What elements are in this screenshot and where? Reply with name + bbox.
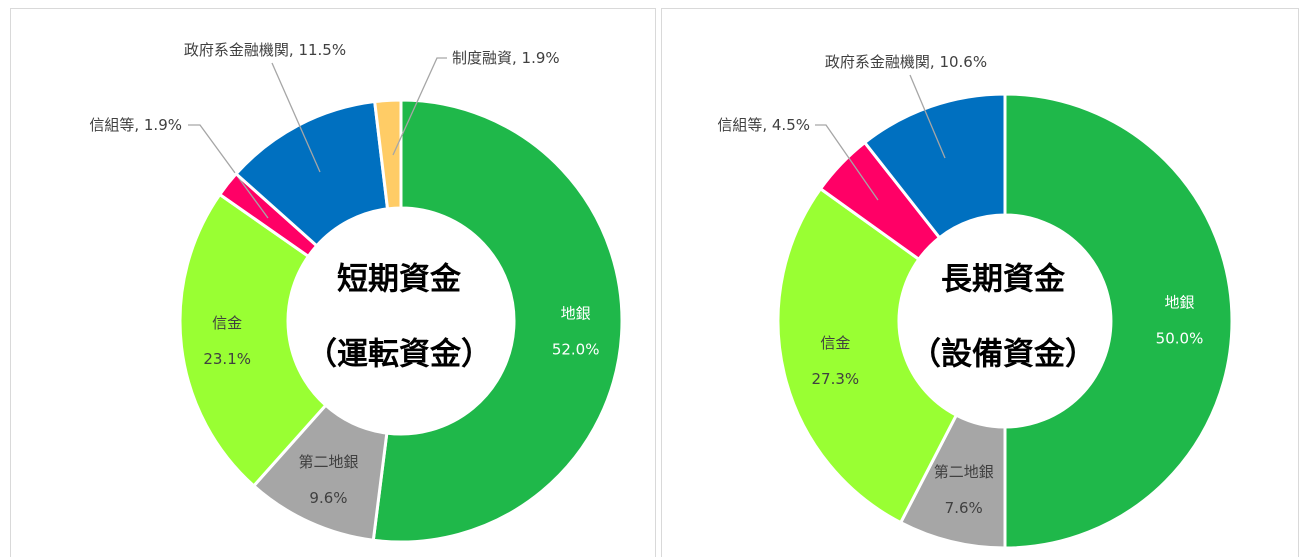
value-label: , 10.6% bbox=[930, 53, 987, 71]
donut-slice bbox=[371, 98, 624, 544]
value-label: 27.3% bbox=[811, 370, 859, 388]
category-label: 信組等 bbox=[717, 116, 762, 134]
donut-slice bbox=[373, 98, 403, 211]
category-label: 第二地銀 bbox=[298, 453, 358, 471]
center-title: （設備資金） bbox=[910, 337, 1096, 373]
leader-line bbox=[815, 124, 879, 201]
category-label: 制度融資 bbox=[452, 49, 512, 67]
value-label: , 1.9% bbox=[512, 49, 560, 67]
category-label: 地銀 bbox=[561, 304, 591, 322]
data-label: 政府系金融機関, 10.6% bbox=[825, 53, 987, 71]
value-label: 7.6% bbox=[945, 499, 983, 517]
data-label: 政府系金融機関, 11.5% bbox=[184, 41, 346, 59]
center-title: 長期資金 bbox=[941, 262, 1066, 298]
value-label: 50.0% bbox=[1156, 330, 1204, 348]
donut-slice bbox=[1003, 92, 1234, 550]
category-label: 地銀 bbox=[1164, 294, 1194, 312]
category-label: 信金 bbox=[820, 334, 850, 352]
leader-line bbox=[271, 62, 321, 173]
leader-line bbox=[909, 74, 946, 159]
value-label: 52.0% bbox=[552, 340, 600, 358]
donut-slice bbox=[862, 92, 1007, 240]
category-label: 信金 bbox=[212, 314, 242, 332]
category-label: 第二地銀 bbox=[934, 463, 994, 481]
donut-slice bbox=[776, 186, 959, 525]
data-label: 信組等, 1.9% bbox=[89, 116, 182, 134]
value-label: , 11.5% bbox=[289, 41, 346, 59]
category-label: 信組等 bbox=[89, 116, 134, 134]
data-label: 制度融資, 1.9% bbox=[452, 49, 560, 67]
category-label: 政府系金融機関 bbox=[825, 53, 930, 71]
center-title: （運転資金） bbox=[306, 337, 492, 373]
value-label: , 1.9% bbox=[134, 116, 182, 134]
leader-line bbox=[392, 57, 447, 156]
value-label: , 4.5% bbox=[762, 116, 810, 134]
leader-line bbox=[188, 124, 269, 219]
data-label: 信組等, 4.5% bbox=[717, 116, 810, 134]
donut-slice bbox=[178, 192, 328, 488]
value-label: 23.1% bbox=[203, 350, 251, 368]
category-label: 政府系金融機関 bbox=[184, 41, 289, 59]
center-title: 短期資金 bbox=[337, 262, 462, 298]
value-label: 9.6% bbox=[309, 489, 347, 507]
